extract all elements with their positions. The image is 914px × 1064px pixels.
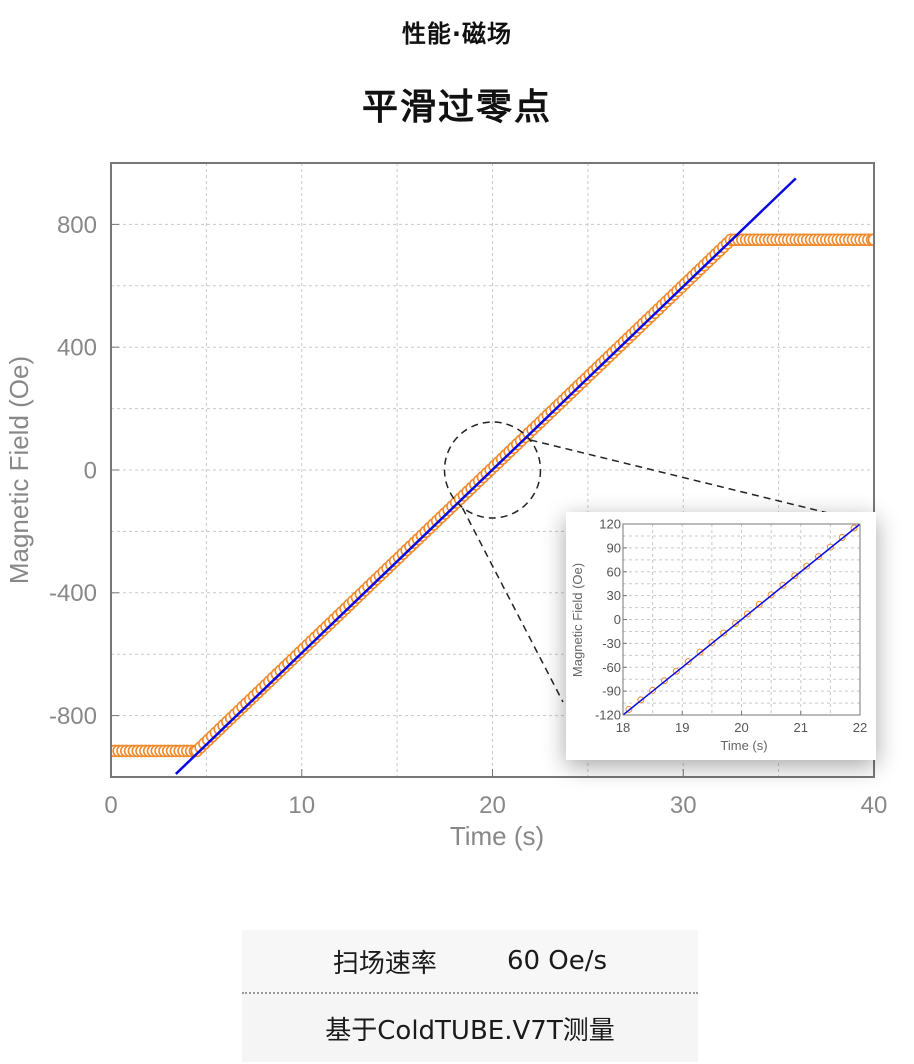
y-tick-label: -30: [602, 636, 621, 651]
x-tick-label: 18: [616, 720, 630, 735]
magnetic-field-chart: 0 10 20 30 40 -800 -400 0 400 800 Time (s) Magnet…: [4, 162, 887, 851]
inset-y-axis-label: Magnetic Field (Oe): [570, 563, 585, 677]
x-tick-label: 0: [104, 792, 117, 819]
x-tick-label: 10: [288, 792, 315, 819]
y-tick-label: 30: [607, 588, 621, 603]
inset-x-axis-label: Time (s): [720, 738, 767, 753]
zoom-leader-line: [530, 439, 833, 515]
y-tick-label: -800: [49, 703, 97, 730]
inset-grid: [623, 524, 860, 715]
inset-plot-marks: [623, 524, 860, 715]
y-tick-label: -400: [49, 580, 97, 607]
main-plot-marks: [111, 177, 874, 775]
main-x-axis-label: Time (s): [450, 821, 544, 851]
y-tick-label: -120: [595, 708, 621, 723]
x-tick-label: 20: [734, 720, 748, 735]
zoom-annotation: [443, 421, 833, 703]
y-tick-label: 800: [57, 212, 97, 239]
zoom-circle: [443, 421, 542, 519]
fit-line: [174, 177, 797, 775]
y-tick-label: 120: [599, 517, 621, 532]
x-tick-label: 20: [479, 792, 506, 819]
spec-table: 扫场速率 60 Oe/s 基于ColdTUBE.V7T测量: [242, 930, 698, 1062]
spec-value: 60 Oe/s: [506, 946, 608, 976]
y-tick-label: 0: [84, 457, 97, 484]
y-tick-label: -90: [602, 684, 621, 699]
spec-note: 基于ColdTUBE.V7T测量: [325, 1015, 615, 1046]
inset-chart: 18 19 20 21 22 -120 -90 -60 -30 0 30 60 90 120 Time (…: [566, 512, 876, 760]
x-tick-label: 19: [675, 720, 689, 735]
section-subtitle: 性能·磁场: [401, 20, 513, 48]
y-tick-label: 90: [607, 540, 621, 555]
inset-axes: 18 19 20 21 22 -120 -90 -60 -30 0 30 60 90 120: [595, 517, 867, 735]
main-axes: 0 10 20 30 40 -800 -400 0 400 800: [49, 212, 887, 819]
x-tick-label: 30: [670, 792, 697, 819]
y-tick-label: 400: [57, 335, 97, 362]
zoom-leader-line: [461, 507, 564, 703]
main-y-axis-label: Magnetic Field (Oe): [4, 356, 34, 584]
x-tick-label: 22: [853, 720, 867, 735]
x-tick-label: 40: [861, 792, 888, 819]
spec-label: 扫场速率: [332, 948, 437, 979]
y-tick-label: -60: [602, 660, 621, 675]
y-tick-label: 0: [614, 612, 621, 627]
y-tick-label: 60: [607, 564, 621, 579]
spec-row-sweep-rate: 扫场速率 60 Oe/s: [242, 930, 698, 994]
fit-line: [623, 524, 860, 715]
spec-row-note: 基于ColdTUBE.V7T测量: [242, 994, 698, 1062]
page-title: 平滑过零点: [361, 87, 552, 128]
x-tick-label: 21: [794, 720, 808, 735]
data-point: [867, 233, 874, 247]
